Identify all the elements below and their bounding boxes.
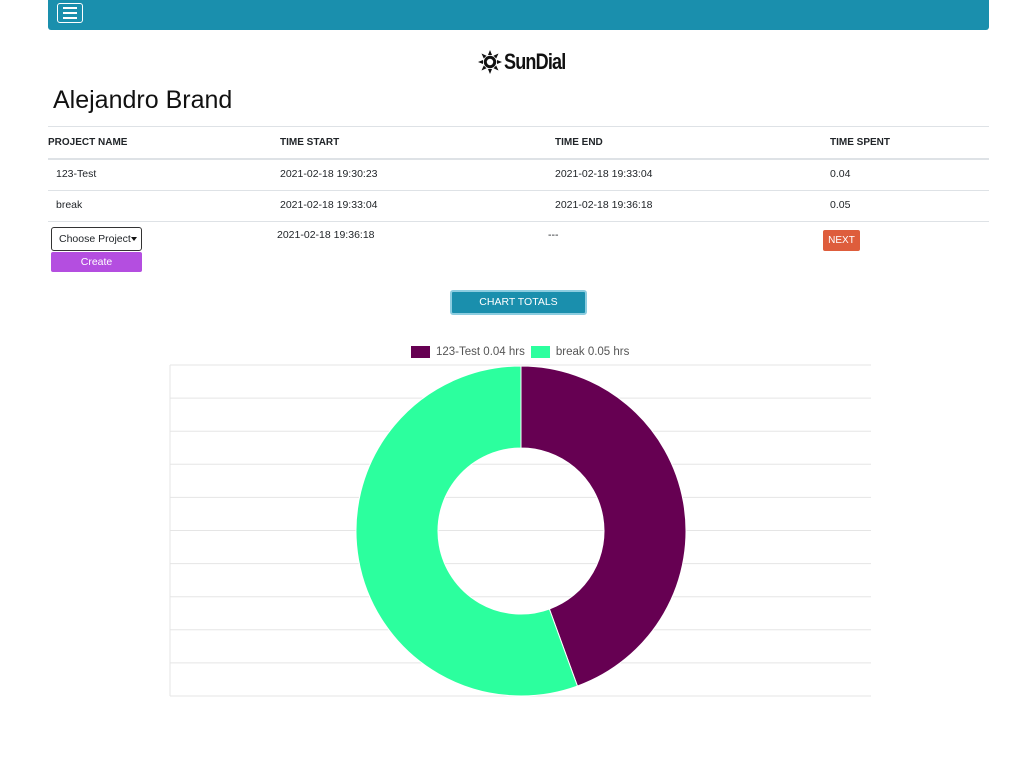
donut-slice-break[interactable] (355, 365, 579, 697)
table-row: 123-Test 2021-02-18 19:30:23 2021-02-18 … (48, 159, 989, 191)
sun-icon (478, 50, 502, 74)
time-end-cell: 2021-02-18 19:33:04 (555, 168, 653, 180)
time-start-cell: 2021-02-18 19:33:04 (280, 199, 378, 211)
new-entry-time-end: --- (548, 229, 559, 241)
user-name-heading: Alejandro Brand (53, 86, 233, 114)
table-header-row: PROJECT NAME TIME START TIME END TIME SP… (48, 127, 989, 160)
legend-swatch (530, 346, 550, 358)
top-navbar (48, 0, 989, 30)
choose-project-dropdown[interactable]: Choose Project (51, 227, 142, 251)
header-time-spent: TIME SPENT (830, 137, 891, 148)
time-end-cell: 2021-02-18 19:36:18 (555, 199, 653, 211)
time-spent-cell: 0.04 (830, 168, 851, 180)
legend-item-123-test[interactable]: 123-Test 0.04 hrs (411, 346, 525, 358)
hamburger-icon (63, 7, 77, 9)
legend-label: 123-Test 0.04 hrs (436, 346, 525, 358)
choose-project-label: Choose Project (59, 233, 131, 245)
sundial-logo: SunDial (478, 48, 579, 76)
chart-legend: 123-Test 0.04 hrs break 0.05 hrs (411, 346, 635, 358)
legend-label: break 0.05 hrs (555, 346, 630, 358)
hamburger-icon-bar (63, 12, 77, 14)
project-name-cell: break (56, 199, 83, 211)
header-time-start: TIME START (280, 137, 340, 148)
header-project-name: PROJECT NAME (48, 137, 128, 148)
table-row: break 2021-02-18 19:33:04 2021-02-18 19:… (48, 190, 989, 222)
chart-totals-button[interactable]: CHART TOTALS (450, 290, 587, 315)
hamburger-icon-bar (63, 17, 77, 19)
create-button[interactable]: Create (51, 252, 142, 272)
time-entries-table: PROJECT NAME TIME START TIME END TIME SP… (48, 126, 989, 222)
legend-swatch (411, 346, 430, 358)
donut-slice-123-test[interactable] (520, 365, 687, 687)
hamburger-menu-button[interactable] (57, 3, 83, 23)
time-start-cell: 2021-02-18 19:30:23 (280, 168, 378, 180)
time-spent-cell: 0.05 (830, 199, 851, 211)
new-entry-time-start: 2021-02-18 19:36:18 (277, 229, 375, 241)
chart-slices (355, 365, 687, 697)
project-name-cell: 123-Test (56, 168, 97, 180)
header-time-end: TIME END (555, 137, 603, 148)
logo-text: SunDial (504, 49, 566, 74)
legend-item-break[interactable]: break 0.05 hrs (530, 346, 630, 358)
next-button[interactable]: NEXT (823, 230, 860, 251)
caret-down-icon (131, 237, 137, 241)
